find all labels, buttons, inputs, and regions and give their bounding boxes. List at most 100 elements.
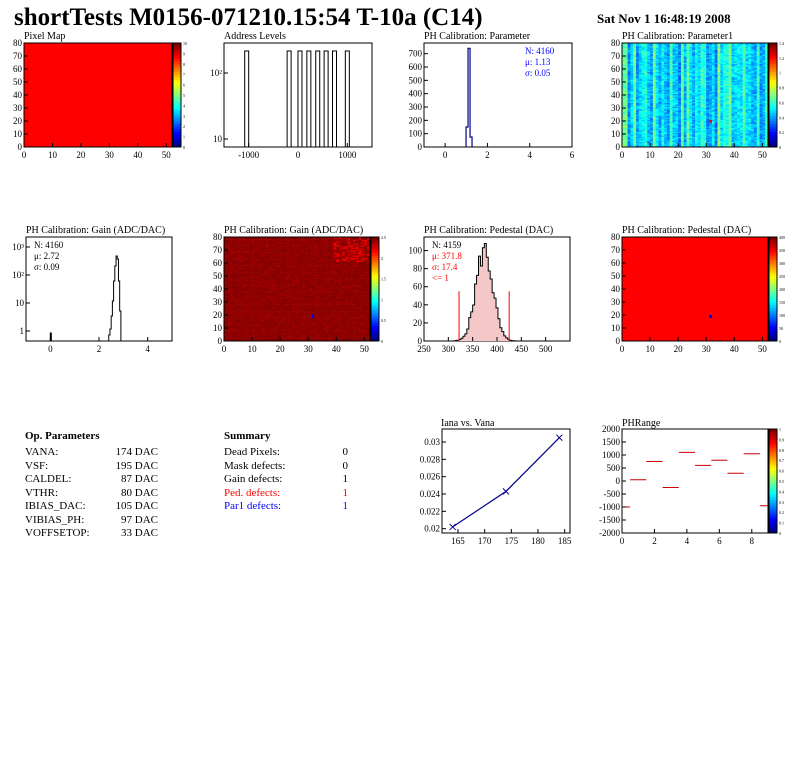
heatmap-cell (759, 53, 763, 55)
heatmap-cell (678, 48, 682, 50)
heatmap-cell (683, 136, 687, 139)
heatmap-cell (235, 328, 239, 330)
heatmap-cell (655, 96, 659, 98)
heatmap-cell (633, 82, 637, 84)
heatmap-cell (655, 100, 659, 102)
heatmap-cell (725, 70, 729, 72)
y-tick-label: 500 (409, 75, 423, 85)
heatmap-cell (697, 132, 701, 135)
heatmap-cell (686, 130, 690, 132)
heatmap-cell (672, 136, 676, 139)
heatmap-cell (695, 115, 699, 118)
heatmap-cell (641, 97, 645, 100)
heatmap-cell (229, 328, 233, 330)
heatmap-cell (644, 110, 648, 113)
heatmap-cell (240, 247, 244, 249)
heatmap-cell (762, 137, 766, 140)
heatmap-cell (697, 76, 701, 79)
heatmap-cell (717, 135, 721, 137)
heatmap-cell (695, 119, 699, 122)
heatmap-cell (226, 326, 230, 329)
heatmap-cell (664, 50, 668, 53)
heatmap-cell (232, 330, 236, 333)
heatmap-cell (709, 46, 713, 49)
heatmap-cell (633, 44, 637, 46)
heatmap-cell (756, 130, 760, 132)
heatmap-cell (652, 59, 656, 62)
heatmap-cell (706, 89, 710, 92)
heatmap-cell (622, 49, 626, 52)
heatmap-cell (700, 104, 704, 106)
heatmap-cell (650, 118, 654, 120)
heatmap-cell (675, 80, 679, 83)
heatmap-cell (734, 93, 738, 96)
heatmap-cell (658, 143, 662, 145)
heatmap-cell (624, 46, 628, 49)
heatmap-cell (695, 83, 699, 85)
heatmap-cell (652, 101, 656, 104)
heatmap-cell (720, 54, 724, 57)
heatmap-cell (697, 123, 701, 126)
heatmap-cell (709, 93, 713, 96)
heatmap-cell (695, 113, 699, 115)
address-levels-title: Address Levels (224, 31, 286, 42)
heatmap-cell (661, 140, 665, 143)
heatmap-cell (728, 104, 732, 106)
heatmap-cell (678, 111, 682, 114)
heatmap-cell (762, 96, 766, 98)
heatmap-cell (647, 57, 651, 59)
heatmap-cell (624, 62, 628, 65)
heatmap-cell (644, 96, 648, 98)
heatmap-cell (664, 57, 668, 59)
heatmap-cell (644, 70, 648, 72)
heatmap-cell (678, 144, 682, 146)
heatmap-cell (644, 95, 648, 97)
heatmap-cell (700, 135, 704, 137)
heatmap-cell (678, 141, 682, 144)
heatmap-cell (240, 285, 244, 287)
heatmap-cell (753, 76, 758, 79)
heatmap-cell (762, 117, 766, 119)
heatmap-cell (666, 93, 671, 96)
heatmap-cell (720, 123, 724, 126)
heatmap-cell (655, 48, 659, 50)
heatmap-cell (692, 117, 696, 119)
heatmap-cell (232, 315, 236, 317)
heatmap-cell (238, 247, 242, 249)
heatmap-cell (647, 102, 651, 105)
heatmap-cell (689, 46, 693, 49)
heatmap-cell (720, 50, 724, 53)
heatmap-cell (652, 141, 656, 144)
heatmap-cell (226, 266, 230, 269)
heatmap-cell (686, 54, 690, 57)
heatmap-cell (689, 128, 693, 131)
heatmap-cell (652, 79, 656, 81)
heatmap-cell (630, 115, 634, 118)
heatmap-cell (664, 88, 668, 91)
heatmap-cell (664, 109, 668, 111)
heatmap-cell (240, 290, 244, 292)
heatmap-cell (630, 97, 634, 100)
heatmap-cell (720, 92, 724, 94)
heatmap-cell (240, 261, 244, 264)
heatmap-cell (692, 111, 696, 114)
heatmap-cell (697, 56, 701, 58)
heatmap-cell (672, 89, 676, 92)
heatmap-cell (641, 137, 645, 140)
heatmap-cell (692, 82, 696, 84)
heatmap-cell (714, 109, 718, 111)
heatmap-cell (627, 124, 631, 127)
heatmap-cell (655, 76, 659, 79)
heatmap-cell (641, 87, 645, 89)
heatmap-cell (748, 110, 752, 113)
heatmap-cell (711, 50, 715, 53)
heatmap-cell (627, 98, 631, 101)
heatmap-cell (706, 61, 710, 63)
heatmap-cell (229, 253, 233, 256)
heatmap-cell (664, 143, 668, 145)
heatmap-cell (650, 140, 654, 143)
heatmap-cell (630, 139, 634, 141)
heatmap-cell (644, 48, 648, 50)
heatmap-cell (630, 53, 634, 55)
heatmap-cell (765, 56, 769, 58)
